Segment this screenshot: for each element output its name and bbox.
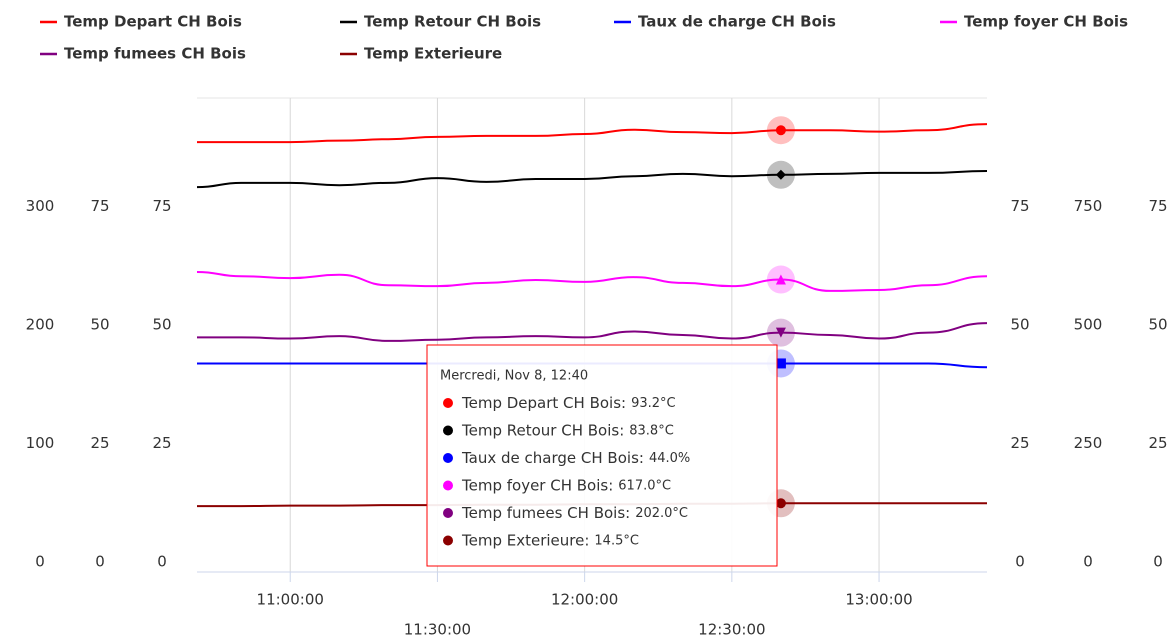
tooltip-value: 202.0°C bbox=[635, 506, 688, 521]
tooltip-dot bbox=[443, 425, 453, 436]
point-marker bbox=[775, 498, 786, 509]
tooltip-item: Temp Depart CH Bois: 93.2°C bbox=[461, 394, 676, 412]
y-tick-label: 75 bbox=[1148, 197, 1167, 215]
y-tick-label: 0 bbox=[1083, 553, 1093, 571]
y-tick-label: 750 bbox=[1074, 197, 1103, 215]
tooltip-label: Temp fumees CH Bois: bbox=[461, 504, 630, 522]
tooltip-dot bbox=[443, 508, 453, 518]
y-tick-label: 75 bbox=[1010, 197, 1029, 215]
tooltip-label: Temp foyer CH Bois: bbox=[461, 476, 613, 494]
y-tick-label: 0 bbox=[95, 553, 105, 571]
tooltip-dot bbox=[443, 535, 453, 546]
y-tick-label: 100 bbox=[26, 434, 55, 452]
point-marker bbox=[775, 125, 786, 136]
y-tick-label: 25 bbox=[90, 434, 109, 452]
x-tick-label: 11:30:00 bbox=[404, 621, 471, 638]
y-tick-label: 50 bbox=[1010, 316, 1029, 334]
series-line bbox=[197, 322, 988, 342]
y-tick-label: 50 bbox=[90, 316, 109, 334]
y-tick-label: 25 bbox=[152, 434, 171, 452]
legend-label: Taux de charge CH Bois bbox=[638, 13, 836, 31]
y-tick-label: 75 bbox=[152, 197, 171, 215]
tooltip-value: 93.2°C bbox=[631, 396, 676, 411]
series-line bbox=[197, 123, 988, 144]
legend-label: Temp Depart CH Bois bbox=[64, 13, 242, 31]
tooltip-value: 44.0% bbox=[649, 451, 690, 466]
y-tick-label: 0 bbox=[1153, 553, 1163, 571]
x-tick-label: 12:30:00 bbox=[698, 621, 765, 638]
tooltip-title: Mercredi, Nov 8, 12:40 bbox=[440, 369, 588, 384]
tooltip-value: 617.0°C bbox=[618, 478, 671, 493]
x-tick-label: 11:00:00 bbox=[257, 591, 324, 609]
y-tick-label: 0 bbox=[1015, 553, 1025, 571]
x-tick-label: 12:00:00 bbox=[551, 591, 618, 609]
tooltip-item: Temp fumees CH Bois: 202.0°C bbox=[461, 504, 688, 522]
tooltip-label: Temp Exterieure: bbox=[461, 531, 589, 549]
tooltip-item: Temp foyer CH Bois: 617.0°C bbox=[461, 476, 671, 494]
tooltip-value: 83.8°C bbox=[629, 423, 674, 438]
y-tick-label: 50 bbox=[1148, 316, 1167, 334]
x-tick-label: 13:00:00 bbox=[845, 591, 912, 609]
y-tick-label: 250 bbox=[1074, 434, 1103, 452]
y-tick-label: 25 bbox=[1010, 434, 1029, 452]
legend-label: Temp Exterieure bbox=[364, 45, 502, 63]
y-tick-label: 25 bbox=[1148, 434, 1167, 452]
legend-label: Temp Retour CH Bois bbox=[364, 13, 541, 31]
point-marker bbox=[775, 327, 786, 338]
y-tick-label: 50 bbox=[152, 316, 171, 334]
tooltip-value: 14.5°C bbox=[594, 533, 639, 548]
y-tick-label: 0 bbox=[157, 553, 167, 571]
point-marker bbox=[775, 274, 786, 285]
tooltip-item: Temp Exterieure: 14.5°C bbox=[461, 531, 639, 549]
tooltip-label: Temp Retour CH Bois: bbox=[461, 421, 624, 439]
y-tick-label: 300 bbox=[26, 197, 55, 215]
tooltip-item: Taux de charge CH Bois: 44.0% bbox=[461, 449, 690, 467]
point-marker bbox=[775, 169, 786, 180]
tooltip-dot bbox=[443, 453, 453, 463]
tooltip-dot bbox=[443, 480, 453, 491]
series-line bbox=[196, 169, 988, 189]
y-tick-label: 0 bbox=[35, 553, 45, 571]
tooltip-dot bbox=[443, 398, 453, 408]
tooltip-label: Taux de charge CH Bois: bbox=[461, 449, 644, 467]
y-tick-label: 75 bbox=[90, 197, 109, 215]
tooltip-label: Temp Depart CH Bois: bbox=[461, 394, 626, 412]
series-line bbox=[196, 270, 988, 292]
y-tick-label: 200 bbox=[26, 316, 55, 334]
legend-label: Temp fumees CH Bois bbox=[64, 45, 246, 63]
point-marker bbox=[775, 358, 786, 369]
legend-label: Temp foyer CH Bois bbox=[964, 13, 1128, 31]
tooltip-item: Temp Retour CH Bois: 83.8°C bbox=[461, 421, 674, 439]
y-tick-label: 500 bbox=[1074, 316, 1103, 334]
tooltip: Mercredi, Nov 8, 12:40 Temp Depart CH Boi… bbox=[426, 344, 778, 567]
tooltip-box bbox=[426, 344, 778, 567]
